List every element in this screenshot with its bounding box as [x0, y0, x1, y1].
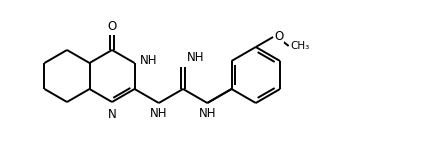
Text: N: N: [108, 108, 116, 121]
Text: NH: NH: [198, 107, 216, 120]
Text: NH: NH: [150, 107, 168, 120]
Text: NH: NH: [140, 55, 157, 67]
Text: CH₃: CH₃: [291, 41, 310, 51]
Text: NH: NH: [187, 51, 205, 64]
Text: O: O: [107, 21, 117, 34]
Text: O: O: [274, 30, 283, 42]
